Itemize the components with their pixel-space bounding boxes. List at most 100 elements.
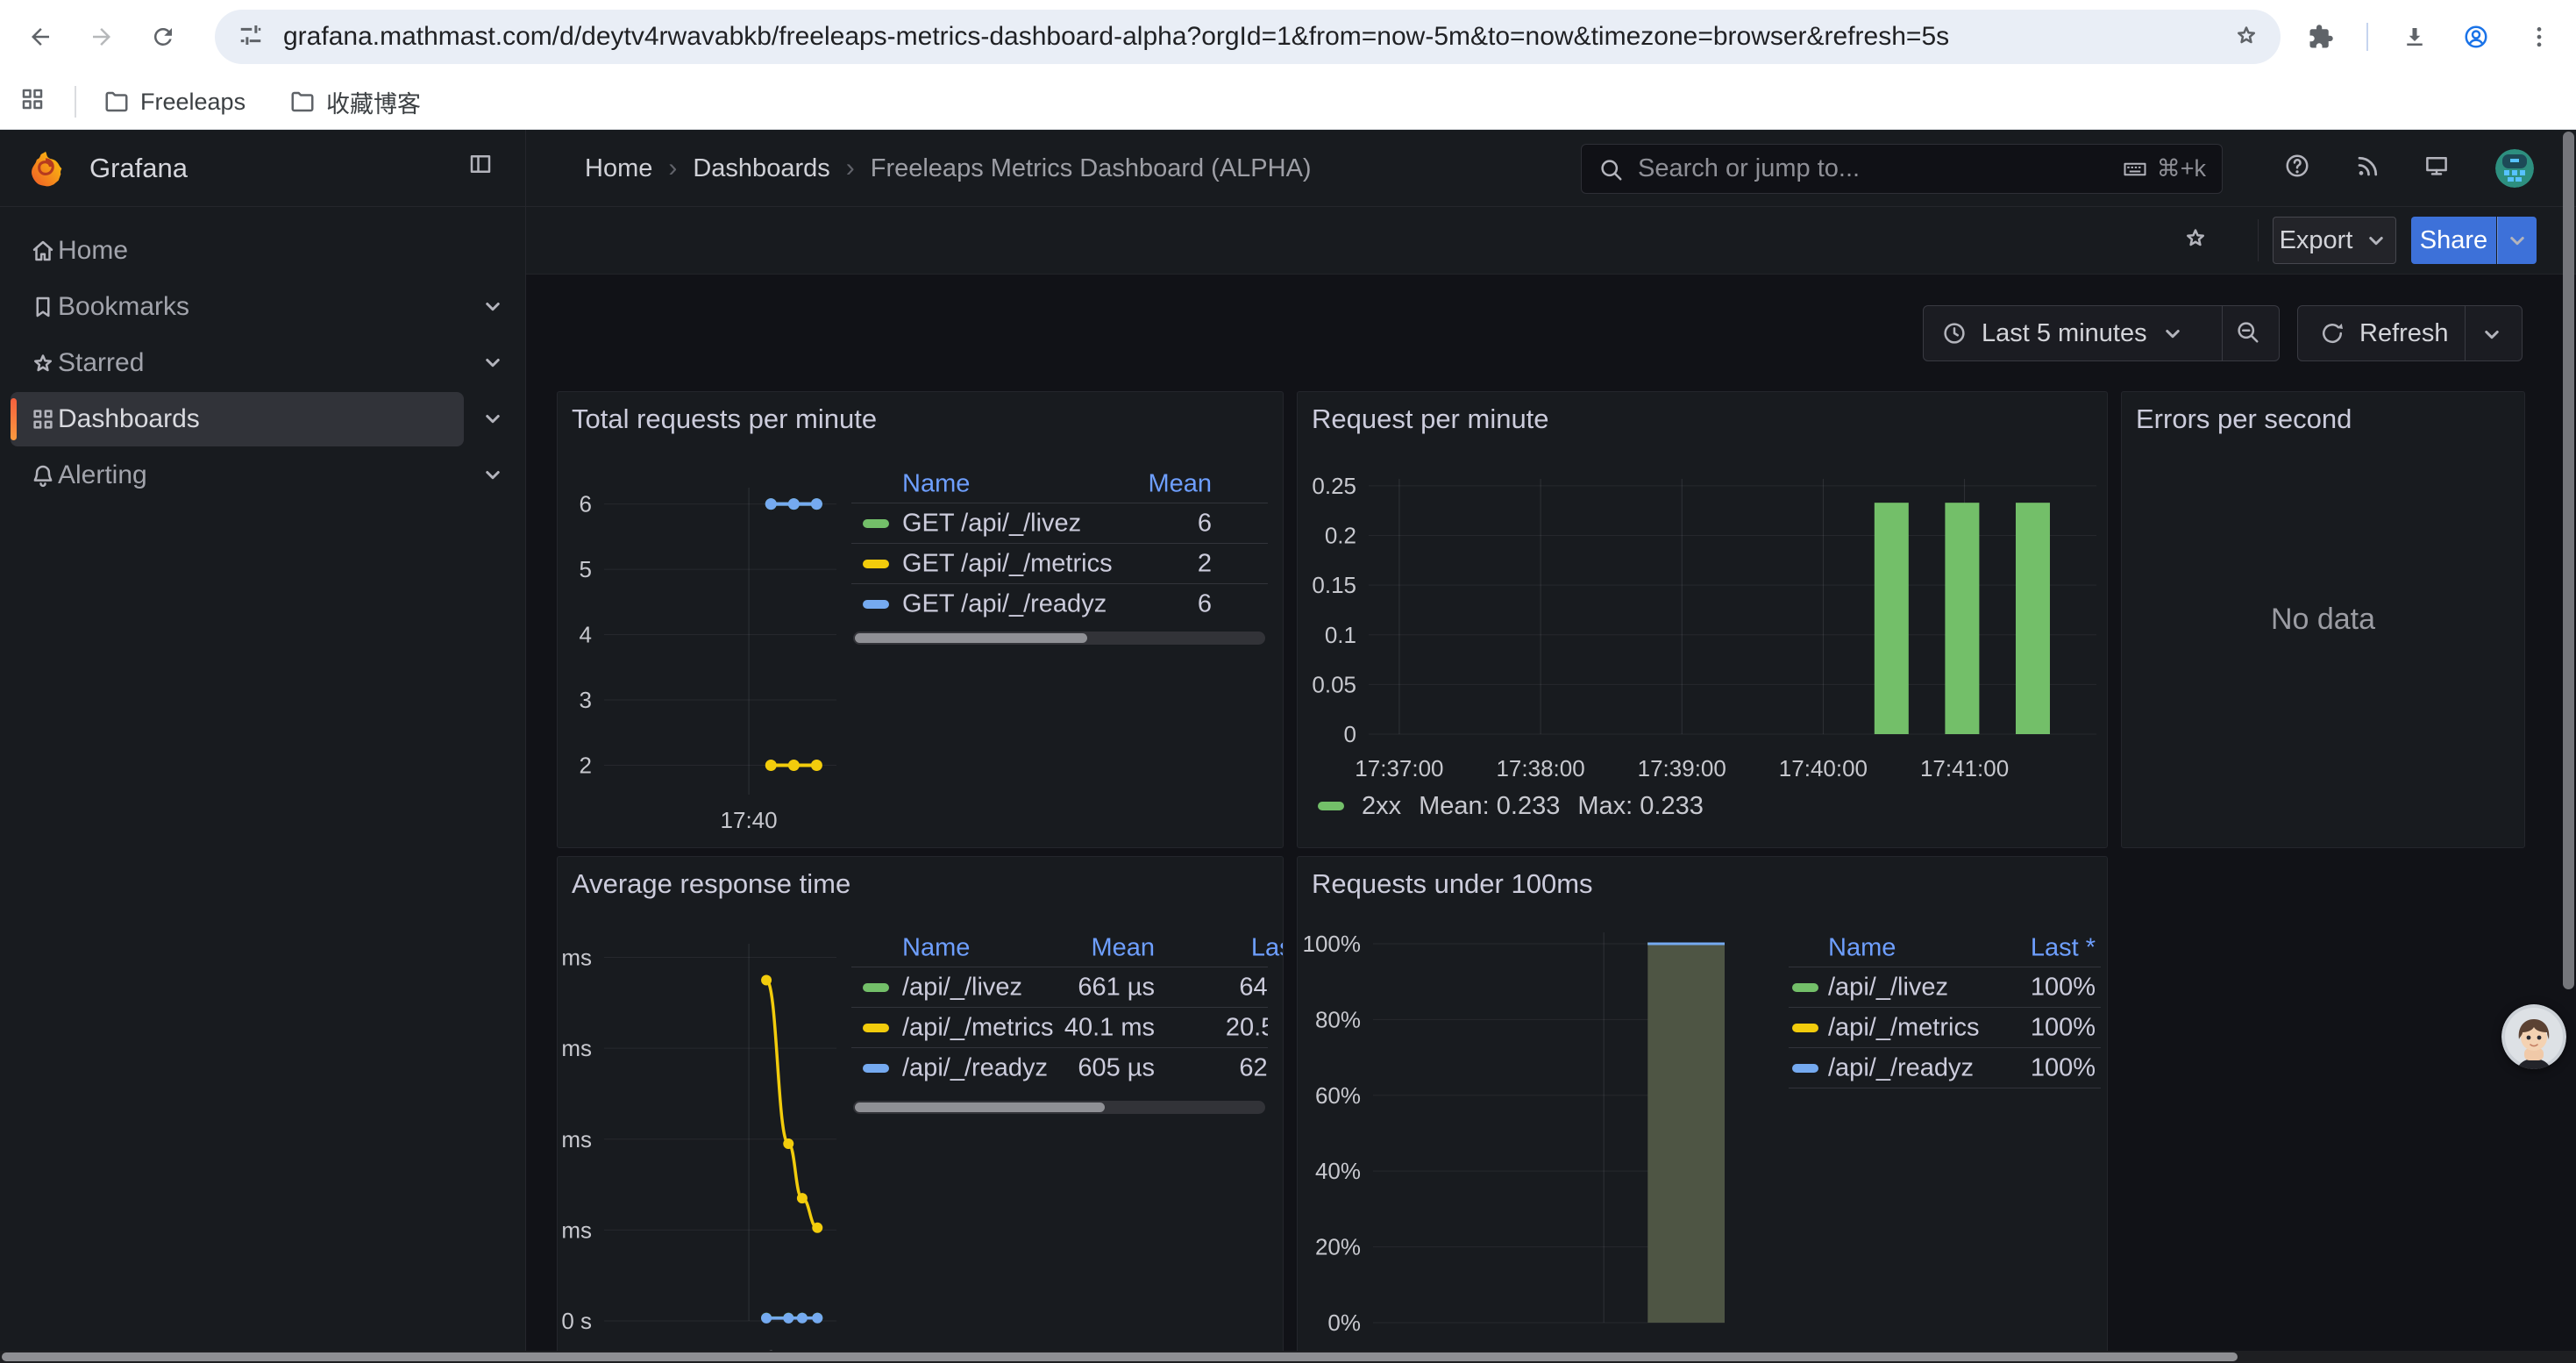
sidebar-item-dashboards-button[interactable]: Dashboards xyxy=(11,392,464,446)
browser-forward-button[interactable] xyxy=(82,18,121,56)
chevron-down-icon xyxy=(2479,321,2505,347)
legend-row[interactable]: /api/_/livez100% xyxy=(1789,967,2101,1007)
legend-table[interactable]: NameMeanGET /api/_/livez6GET /api/_/metr… xyxy=(851,466,1268,624)
legend-column-header[interactable]: Last * xyxy=(1251,934,1284,963)
time-range-label: Last 5 minutes xyxy=(1982,319,2147,348)
sidebar-item-home: Home xyxy=(0,223,525,279)
scrollbar-thumb[interactable] xyxy=(855,633,1087,643)
series-color-pill xyxy=(863,1064,889,1073)
panel-requests-under-100ms: Requests under 100ms 100%80%60%40%20%0%1… xyxy=(1297,856,2108,1363)
back-icon xyxy=(27,24,53,50)
breadcrumb-dashboards[interactable]: Dashboards xyxy=(693,154,829,183)
legend-column-header[interactable]: Name xyxy=(902,934,970,963)
series-value: 6 xyxy=(1198,589,1212,618)
bookmark-folder-blogs[interactable]: 收藏博客 xyxy=(289,84,421,119)
time-range-picker[interactable]: Last 5 minutes xyxy=(1923,305,2280,361)
legend-column-header[interactable]: Last * xyxy=(2031,934,2096,963)
url-text[interactable]: grafana.mathmast.com/d/deytv4rwavabkb/fr… xyxy=(283,22,1949,52)
scrollbar-thumb[interactable] xyxy=(855,1103,1105,1112)
bar-chart[interactable]: 0.250.20.150.10.05017:37:0017:38:0017:39… xyxy=(1298,392,2107,847)
svg-text:40%: 40% xyxy=(1315,1158,1361,1184)
display-button[interactable] xyxy=(2423,153,2455,184)
assistant-avatar[interactable] xyxy=(2501,1004,2566,1069)
refresh-label[interactable]: Refresh xyxy=(2359,319,2449,348)
downloads-button[interactable] xyxy=(2395,18,2434,56)
sidebar-item-bookmarks-button[interactable]: Bookmarks xyxy=(11,280,464,334)
user-avatar[interactable] xyxy=(2495,149,2534,188)
vertical-scrollbar[interactable] xyxy=(2563,132,2574,989)
puzzle-icon xyxy=(2308,24,2334,50)
legend-row[interactable]: /api/_/metrics40.1 ms20.5 ms xyxy=(851,1007,1268,1047)
legend-column-header[interactable]: Mean xyxy=(1148,470,1212,499)
series-value: 2 xyxy=(1198,549,1212,578)
star-icon xyxy=(2182,225,2209,251)
sidebar-item-alerting-button[interactable]: Alerting xyxy=(11,448,464,503)
legend-scrollbar[interactable] xyxy=(853,632,1265,645)
url-bar[interactable]: grafana.mathmast.com/d/deytv4rwavabkb/fr… xyxy=(215,10,2281,64)
legend-column-header[interactable]: Name xyxy=(1828,934,1896,963)
export-button[interactable]: Export xyxy=(2273,217,2396,264)
expand-chevron[interactable] xyxy=(480,405,509,435)
grafana-app: Grafana Home Bookmarks Starred xyxy=(0,130,2576,1363)
legend-table[interactable]: NameMeanLast */api/_/livez661 µs646 µs/a… xyxy=(851,930,1268,1088)
extensions-button[interactable] xyxy=(2302,18,2340,56)
legend-row[interactable]: /api/_/livez661 µs646 µs xyxy=(851,967,1268,1007)
svg-text:80 ms: 80 ms xyxy=(558,945,592,971)
dock-menu-button[interactable] xyxy=(467,151,502,186)
site-info-icon[interactable] xyxy=(238,22,264,53)
sidebar-item-starred-button[interactable]: Starred xyxy=(11,336,464,390)
series-value: 6 xyxy=(1198,509,1212,538)
browser-reload-button[interactable] xyxy=(144,18,182,56)
browser-menu-button[interactable] xyxy=(2520,18,2558,56)
sidebar-nav: Home Bookmarks Starred xyxy=(0,207,525,503)
browser-back-button[interactable] xyxy=(21,18,60,56)
legend-row[interactable]: GET /api/_/metrics 2 xyxy=(851,543,1268,583)
news-button[interactable] xyxy=(2355,153,2387,184)
legend-row[interactable]: /api/_/readyz605 µs620 µs xyxy=(851,1047,1268,1088)
series-name: GET /api/_/metrics xyxy=(902,549,1113,578)
panel-total-requests-per-minute: Total requests per minute 6543217:40 Nam… xyxy=(557,391,1284,848)
share-label: Share xyxy=(2420,226,2487,255)
share-button[interactable]: Share xyxy=(2411,217,2496,264)
svg-text:60 ms: 60 ms xyxy=(558,1035,592,1061)
profile-button[interactable] xyxy=(2457,18,2495,56)
legend-column-header[interactable]: Mean xyxy=(1091,934,1155,963)
legend-header: NameMeanLast * xyxy=(851,930,1268,967)
breadcrumb-home[interactable]: Home xyxy=(585,154,652,183)
sidebar-item-dashboards: Dashboards xyxy=(0,391,525,447)
expand-chevron[interactable] xyxy=(480,461,509,491)
breadcrumb-separator: › xyxy=(668,153,677,183)
sidebar-item-label: Starred xyxy=(58,348,144,378)
scrollbar-thumb[interactable] xyxy=(2,1352,2238,1361)
user-profile-icon xyxy=(2463,24,2489,50)
expand-chevron[interactable] xyxy=(480,293,509,323)
sidebar-item-home-button[interactable]: Home xyxy=(11,224,464,278)
svg-text:3: 3 xyxy=(580,687,592,713)
horizontal-scrollbar[interactable] xyxy=(0,1351,2576,1363)
bookmark-star-icon[interactable] xyxy=(2233,22,2259,53)
legend-row[interactable]: GET /api/_/readyz6 xyxy=(851,583,1268,624)
legend-column-header[interactable]: Name xyxy=(902,470,970,499)
share-menu-button[interactable] xyxy=(2497,217,2537,264)
refresh-interval-button[interactable] xyxy=(2479,321,2505,347)
svg-text:4: 4 xyxy=(580,622,592,648)
legend-row[interactable]: /api/_/metrics100% xyxy=(1789,1007,2101,1047)
star-icon xyxy=(11,350,37,376)
search-input[interactable] xyxy=(1638,154,2122,183)
grafana-logo[interactable] xyxy=(26,149,65,188)
bookmark-folder-freeleaps[interactable]: Freeleaps xyxy=(103,84,246,119)
chevron-down-icon xyxy=(2504,227,2530,253)
legend-row[interactable]: 2xx Mean: 0.233 Max: 0.233 xyxy=(1318,789,1704,824)
help-button[interactable] xyxy=(2284,153,2316,184)
expand-chevron[interactable] xyxy=(480,349,509,379)
search-box[interactable]: ⌘+k xyxy=(1581,144,2223,194)
legend-row[interactable]: GET /api/_/livez6 xyxy=(851,503,1268,543)
svg-text:0: 0 xyxy=(1344,721,1356,747)
legend-scrollbar[interactable] xyxy=(853,1101,1265,1114)
legend-row[interactable]: /api/_/readyz100% xyxy=(1789,1047,2101,1088)
series-value: 100% xyxy=(2031,1013,2096,1042)
apps-shortcut-button[interactable] xyxy=(19,86,46,117)
favorite-dashboard-button[interactable] xyxy=(2182,225,2214,256)
zoom-out-button[interactable] xyxy=(2234,318,2264,348)
legend-table[interactable]: Name Last * /api/_/livez100%/api/_/metrics… xyxy=(1789,930,2101,1088)
